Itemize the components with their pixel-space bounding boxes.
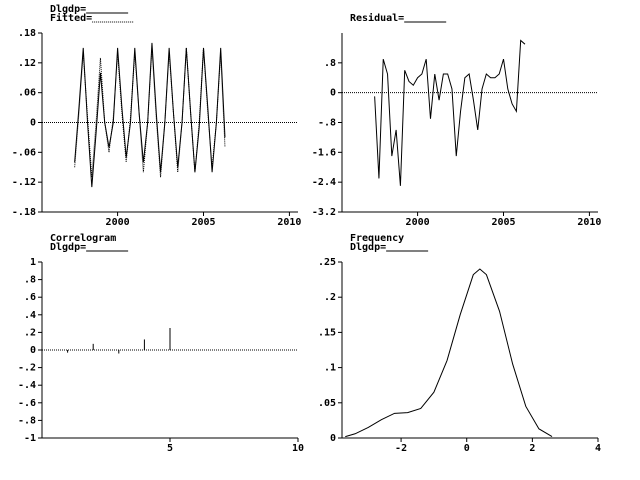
x-tick-label: -2	[395, 443, 407, 454]
y-tick-label: -.4	[18, 380, 36, 391]
y-tick-label: .8	[24, 275, 36, 286]
legend-label: Dlgdp=	[50, 242, 86, 253]
y-tick-label: -.2	[18, 363, 36, 374]
x-tick-label: 2010	[577, 217, 601, 228]
x-tick-label: 5	[167, 443, 173, 454]
y-tick-label: 0	[330, 433, 336, 444]
legend-label: Dlgdp=	[350, 242, 386, 253]
x-tick-label: 2010	[277, 217, 301, 228]
y-tick-label: -.06	[12, 147, 36, 158]
x-tick-label: 2	[529, 443, 535, 454]
y-tick-label: -1.6	[312, 147, 336, 158]
y-tick-label: 0	[30, 345, 36, 356]
y-tick-label: .4	[24, 310, 36, 321]
y-tick-label: -2.4	[312, 177, 336, 188]
x-tick-label: 2005	[491, 217, 515, 228]
x-tick-label: 0	[464, 443, 470, 454]
x-tick-label: 2000	[406, 217, 430, 228]
y-tick-label: -.18	[12, 207, 36, 218]
y-tick-label: .2	[324, 292, 336, 303]
legend-label: Fitted=	[50, 12, 92, 24]
chart-title: Frequency	[350, 233, 404, 244]
legend-label: Residual=	[350, 12, 404, 24]
y-tick-label: .15	[318, 327, 336, 338]
y-tick-label: .12	[18, 58, 36, 69]
series-line	[74, 47, 226, 178]
y-tick-label: -1	[24, 433, 36, 444]
y-tick-label: .6	[24, 292, 36, 303]
y-tick-label: -.8	[18, 415, 36, 426]
x-tick-label: 4	[595, 443, 601, 454]
y-tick-label: .8	[324, 58, 336, 69]
y-tick-label: 1	[30, 257, 36, 268]
y-tick-label: .25	[318, 257, 336, 268]
y-tick-label: .05	[318, 398, 336, 409]
y-tick-label: -.8	[318, 118, 336, 129]
y-tick-label: -.12	[12, 177, 36, 188]
x-tick-label: 10	[292, 443, 304, 454]
y-tick-label: 0	[30, 118, 36, 129]
y-tick-label: 0	[330, 88, 336, 99]
y-tick-label: .1	[324, 363, 336, 374]
x-tick-label: 2000	[106, 217, 130, 228]
y-tick-label: -.6	[18, 398, 36, 409]
y-tick-label: .06	[18, 88, 36, 99]
chart-title: Correlogram	[50, 233, 116, 244]
y-tick-label: -3.2	[312, 207, 336, 218]
y-tick-label: .18	[18, 28, 36, 39]
x-tick-label: 2005	[191, 217, 215, 228]
series-line	[345, 268, 553, 438]
series-line	[374, 39, 526, 186]
y-tick-label: .2	[24, 327, 36, 338]
legend-label: Dlgdp=	[50, 4, 86, 15]
